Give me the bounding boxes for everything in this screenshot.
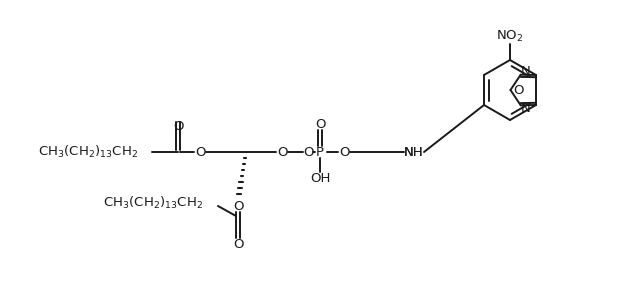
Text: OH: OH: [310, 173, 330, 185]
Text: O: O: [195, 146, 205, 158]
Text: P: P: [316, 146, 324, 158]
Text: O: O: [315, 118, 325, 130]
Text: O: O: [173, 120, 183, 133]
Text: NH: NH: [404, 146, 424, 158]
Text: N: N: [521, 65, 531, 78]
Text: O: O: [513, 83, 524, 97]
Text: O: O: [276, 146, 287, 158]
Text: N: N: [521, 102, 531, 115]
Text: $\mathregular{CH_3(CH_2)_{13}CH_2}$: $\mathregular{CH_3(CH_2)_{13}CH_2}$: [38, 144, 138, 160]
Text: NH: NH: [404, 146, 424, 158]
Text: O: O: [339, 146, 349, 158]
Text: $\mathregular{CH_3(CH_2)_{13}CH_2}$: $\mathregular{CH_3(CH_2)_{13}CH_2}$: [103, 195, 203, 211]
Text: O: O: [233, 237, 243, 251]
Text: O: O: [233, 199, 243, 213]
Text: NO$_2$: NO$_2$: [496, 28, 524, 44]
Text: O: O: [304, 146, 314, 158]
